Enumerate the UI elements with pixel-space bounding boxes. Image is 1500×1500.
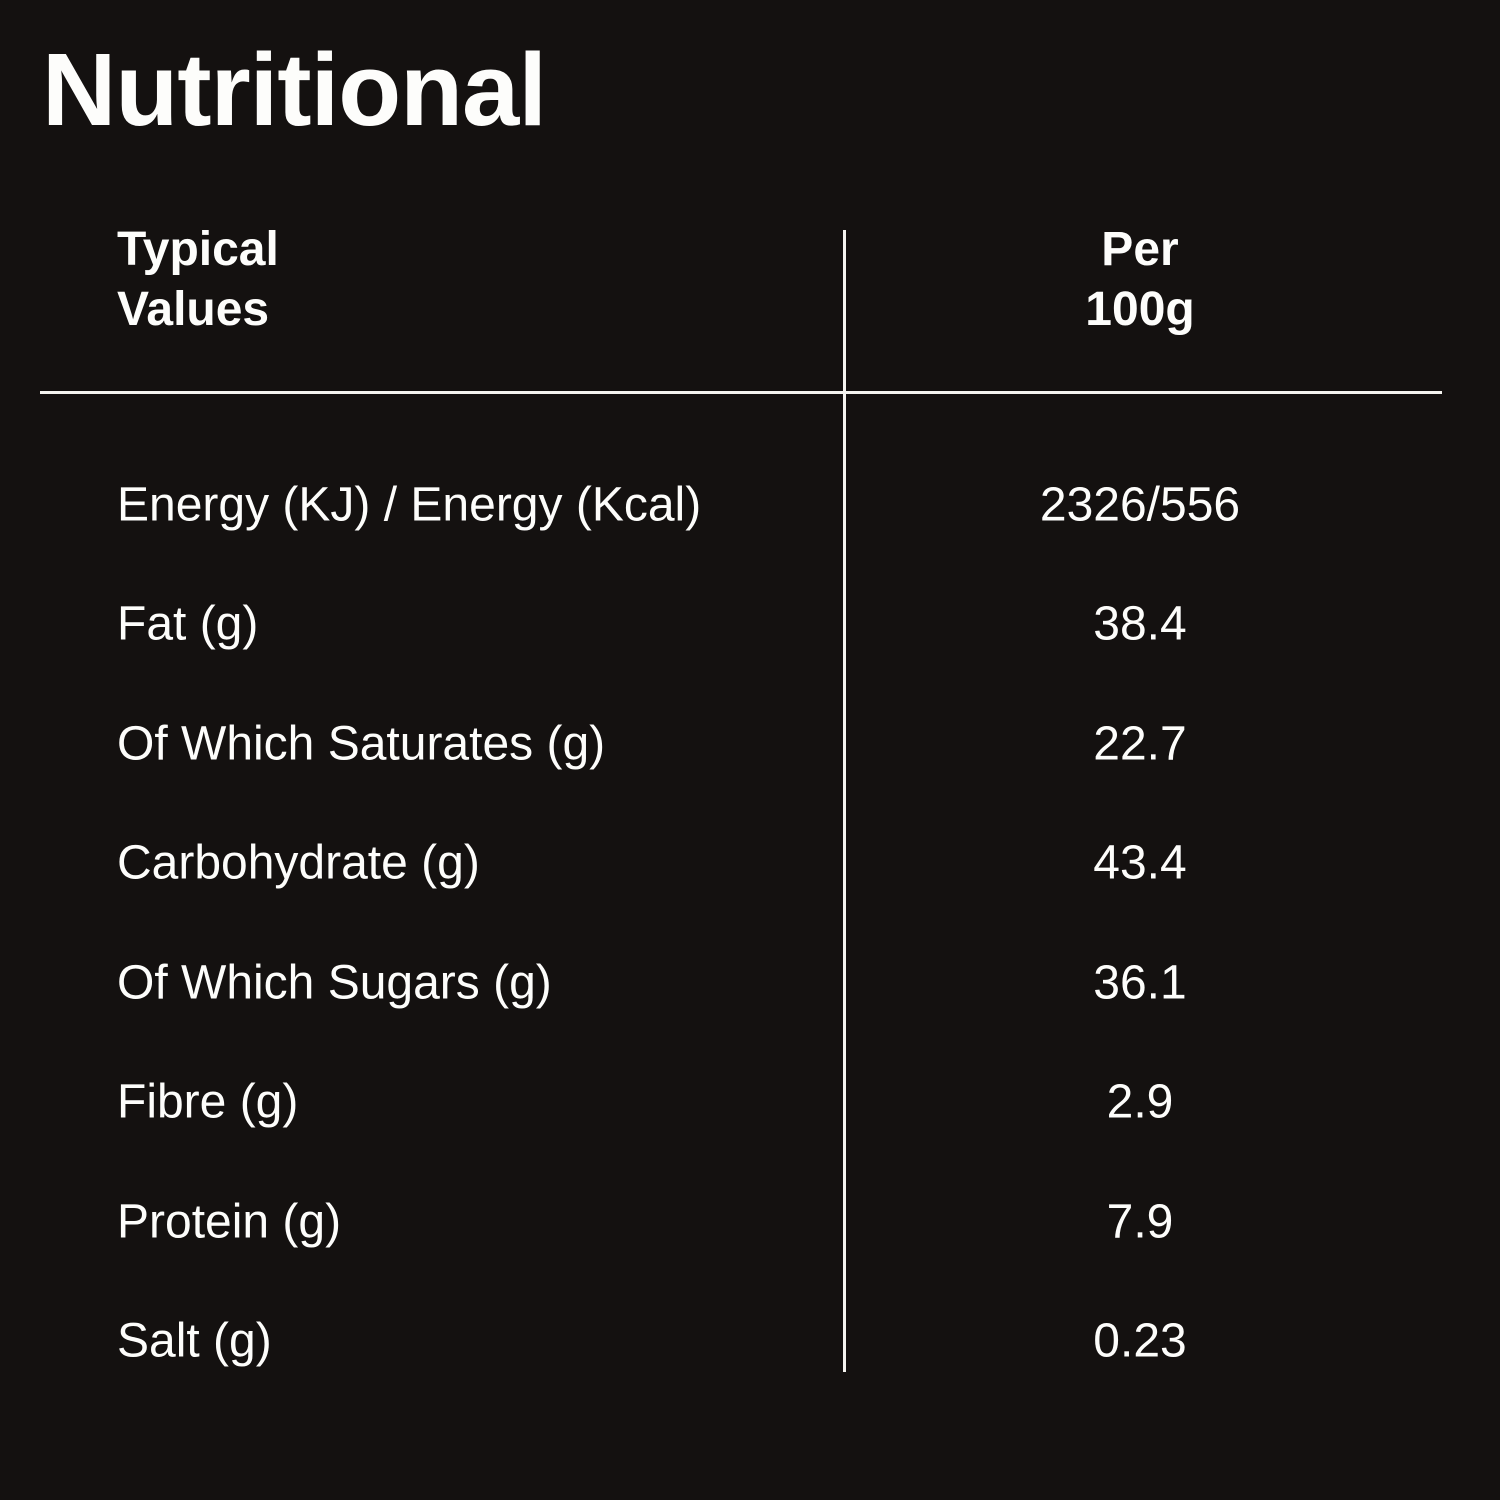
row-label: Protein (g) [117, 1195, 342, 1249]
row-label: Fibre (g) [117, 1075, 299, 1129]
row-value: 43.4 [1093, 836, 1187, 890]
table-row-energy: Energy (KJ) / Energy (Kcal) 2326/556 [0, 445, 1500, 565]
column-header-typical-values: Typical Values [117, 223, 279, 336]
row-value: 2326/556 [1039, 478, 1241, 532]
row-label: Carbohydrate (g) [117, 836, 480, 890]
table-row-salt: Salt (g) 0.23 [0, 1282, 1500, 1402]
page-title: Nutritional [42, 32, 547, 147]
nutrition-table-body: Energy (KJ) / Energy (Kcal) 2326/556 Fat… [0, 445, 1500, 1401]
horizontal-divider [40, 391, 1442, 394]
table-row-carbohydrate: Carbohydrate (g) 43.4 [0, 804, 1500, 924]
row-label: Salt (g) [117, 1314, 272, 1368]
table-row-fibre: Fibre (g) 2.9 [0, 1043, 1500, 1163]
table-row-sugars: Of Which Sugars (g) 36.1 [0, 923, 1500, 1043]
column-header-per-100g: Per 100g [1085, 223, 1195, 336]
row-label: Fat (g) [117, 597, 259, 651]
row-label: Energy (KJ) / Energy (Kcal) [117, 478, 702, 532]
row-value: 2.9 [1106, 1075, 1174, 1129]
row-value: 22.7 [1093, 717, 1187, 771]
vertical-divider [843, 230, 846, 1372]
row-value: 7.9 [1106, 1195, 1174, 1249]
row-label: Of Which Sugars (g) [117, 956, 552, 1010]
table-row-saturates: Of Which Saturates (g) 22.7 [0, 684, 1500, 804]
row-value: 0.23 [1093, 1314, 1187, 1368]
table-row-protein: Protein (g) 7.9 [0, 1162, 1500, 1282]
row-label: Of Which Saturates (g) [117, 717, 606, 771]
row-value: 36.1 [1093, 956, 1187, 1010]
row-value: 38.4 [1093, 597, 1187, 651]
table-row-fat: Fat (g) 38.4 [0, 565, 1500, 685]
